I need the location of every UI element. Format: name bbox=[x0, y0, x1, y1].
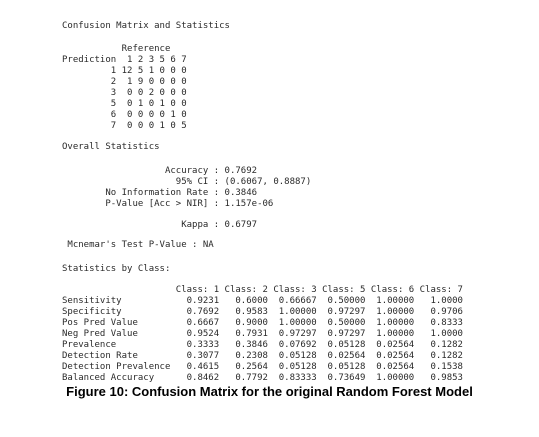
confusion-matrix: Reference Prediction 1 2 3 5 6 7 1 12 5 … bbox=[62, 44, 187, 131]
overall-statistics: Accuracy : 0.7692 95% CI : (0.6067, 0.88… bbox=[105, 166, 312, 209]
output-heading: Confusion Matrix and Statistics bbox=[62, 21, 230, 31]
mcnemar-line: Mcnemar's Test P-Value : NA bbox=[62, 240, 214, 250]
overall-statistics-title: Overall Statistics bbox=[62, 142, 160, 152]
kappa-line: Kappa : 0.6797 bbox=[62, 220, 258, 230]
statistics-by-class-table: Class: 1 Class: 2 Class: 3 Class: 5 Clas… bbox=[62, 285, 463, 383]
figure-caption: Figure 10: Confusion Matrix for the orig… bbox=[66, 384, 473, 399]
statistics-by-class-title: Statistics by Class: bbox=[62, 264, 171, 274]
